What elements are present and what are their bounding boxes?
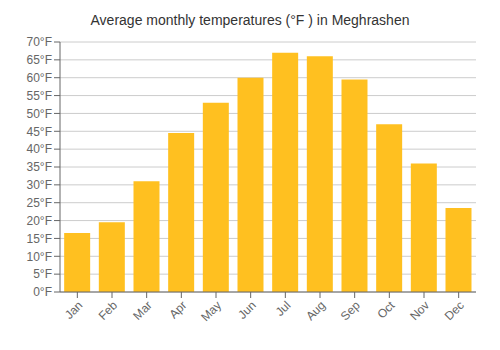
svg-text:Sep: Sep [338,298,363,323]
svg-text:45°F: 45°F [27,125,52,139]
svg-text:Feb: Feb [96,298,121,323]
svg-text:Dec: Dec [442,298,467,323]
svg-text:55°F: 55°F [27,89,52,103]
svg-text:Jun: Jun [235,298,259,322]
svg-text:35°F: 35°F [27,160,52,174]
svg-text:Jan: Jan [62,298,86,322]
svg-text:60°F: 60°F [27,71,52,85]
svg-text:Nov: Nov [407,298,432,323]
svg-text:40°F: 40°F [27,142,52,156]
svg-text:15°F: 15°F [27,232,52,246]
svg-text:Aug: Aug [303,298,328,323]
svg-text:0°F: 0°F [33,285,52,299]
svg-text:30°F: 30°F [27,178,52,192]
svg-text:Apr: Apr [166,298,189,321]
svg-text:5°F: 5°F [33,267,52,281]
svg-text:70°F: 70°F [27,35,52,49]
svg-text:Jul: Jul [273,298,294,319]
svg-text:65°F: 65°F [27,53,52,67]
svg-text:50°F: 50°F [27,107,52,121]
svg-text:Oct: Oct [374,298,398,322]
svg-text:20°F: 20°F [27,214,52,228]
html-text:Average monthly temperatures (: Average monthly temperatures (°F ) in Me… [90,12,410,28]
svg-text:25°F: 25°F [27,196,52,210]
svg-text:Mar: Mar [130,298,155,323]
svg-text:10°F: 10°F [27,250,52,264]
svg-text:May: May [198,298,224,324]
